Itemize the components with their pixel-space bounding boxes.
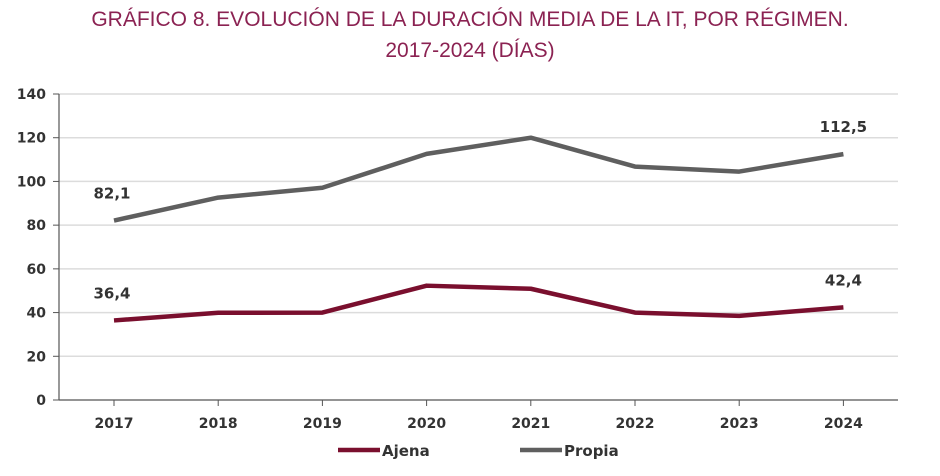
y-tick-label: 40 xyxy=(27,306,47,322)
data-label: 36,4 xyxy=(93,284,130,302)
x-tick-label: 2022 xyxy=(616,416,655,432)
data-label: 82,1 xyxy=(93,185,130,203)
y-tick-label: 140 xyxy=(17,87,46,103)
x-tick-label: 2020 xyxy=(407,416,446,432)
x-tick-label: 2018 xyxy=(199,416,238,432)
x-tick-label: 2019 xyxy=(303,416,342,432)
y-tick-label: 100 xyxy=(17,174,46,190)
y-tick-label: 120 xyxy=(17,131,46,147)
series-line-propia xyxy=(113,135,844,223)
chart-title: GRÁFICO 8. EVOLUCIÓN DE LA DURACIÓN MEDI… xyxy=(0,4,940,66)
legend-label-ajena: Ajena xyxy=(382,442,430,460)
x-tick-label: 2023 xyxy=(720,416,759,432)
chart-title-line2: 2017-2024 (DÍAS) xyxy=(385,39,555,62)
y-tick-label: 80 xyxy=(27,218,47,234)
y-tick-label: 0 xyxy=(36,393,46,409)
x-tick-label: 2024 xyxy=(824,416,863,432)
y-tick-label: 20 xyxy=(27,349,47,365)
x-tick-label: 2021 xyxy=(511,416,550,432)
y-tick-label: 60 xyxy=(27,262,47,278)
x-tick-label: 2017 xyxy=(95,416,134,432)
series-line-ajena xyxy=(113,283,844,323)
data-label: 112,5 xyxy=(820,118,867,136)
chart-title-line1: GRÁFICO 8. EVOLUCIÓN DE LA DURACIÓN MEDI… xyxy=(91,8,849,31)
legend-label-propia: Propia xyxy=(564,442,619,460)
data-label: 42,4 xyxy=(825,271,862,289)
